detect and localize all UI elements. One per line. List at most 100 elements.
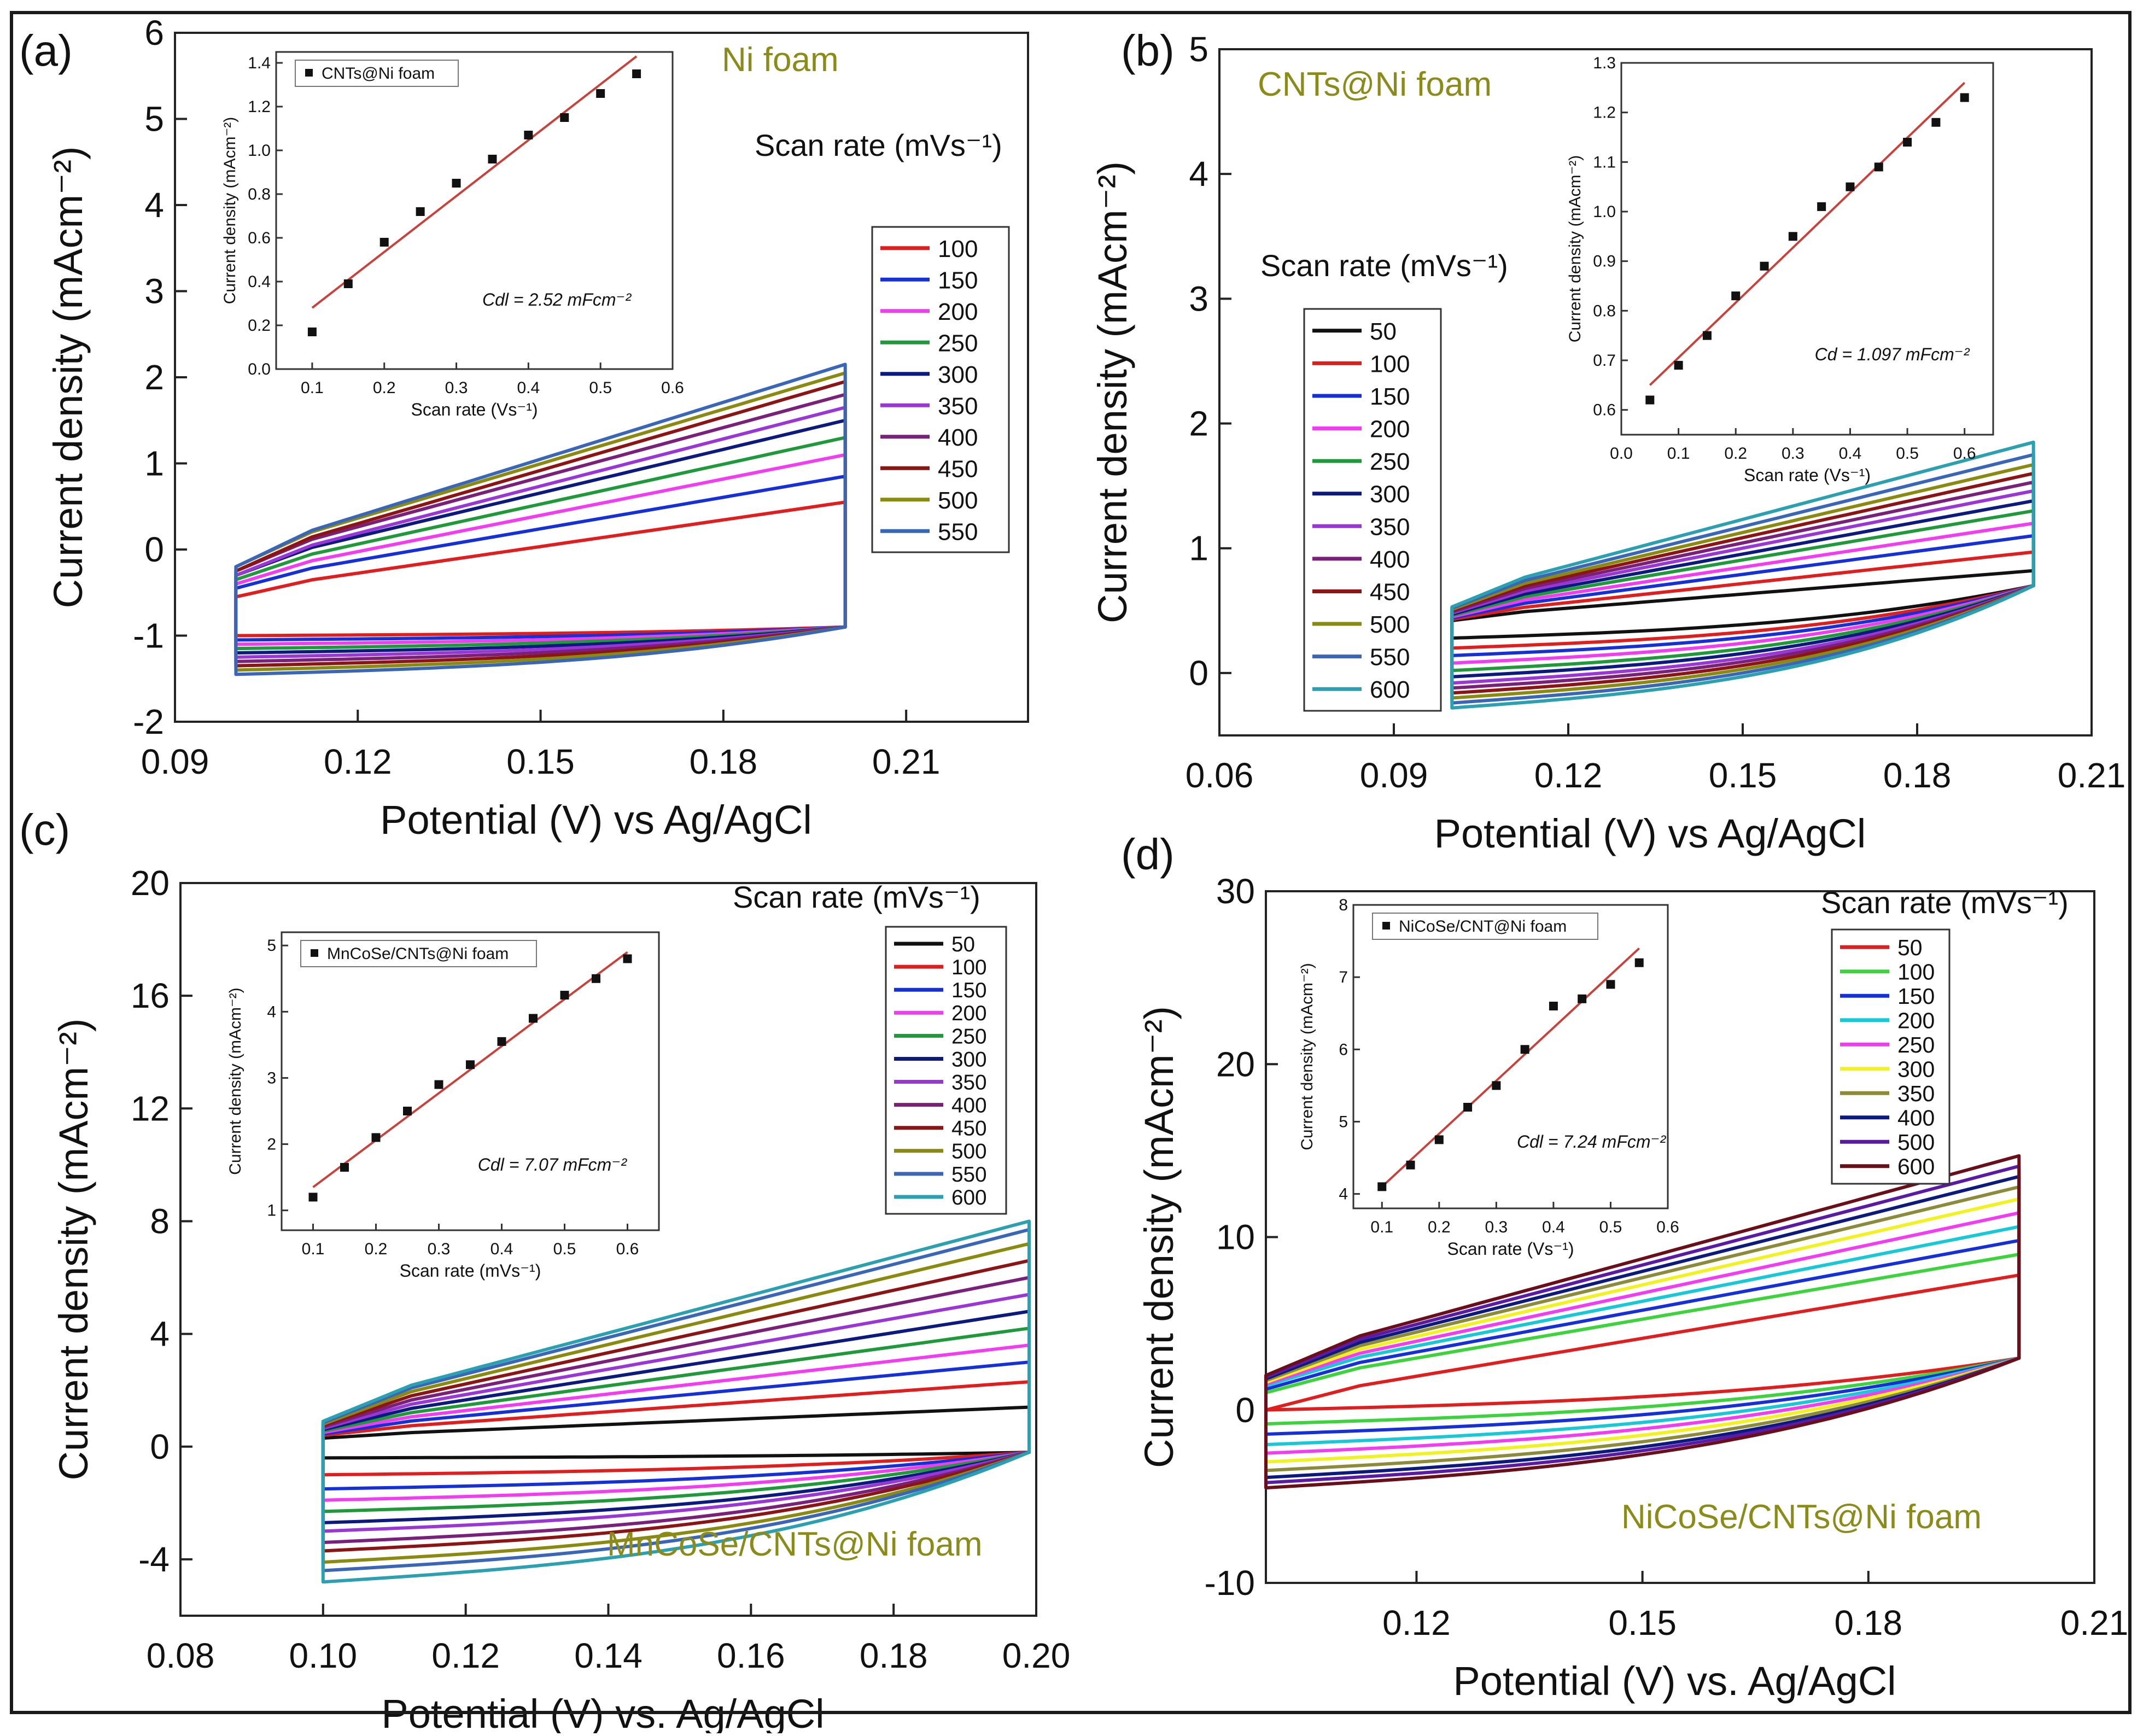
inset-data-point: [524, 131, 533, 139]
inset-y-tick-label: 0.8: [248, 185, 271, 203]
inset-y-tick-label: 4: [1339, 1185, 1348, 1203]
y-tick-label: 4: [150, 1314, 170, 1354]
legend-item-label: 300: [938, 361, 978, 388]
inset-data-point: [623, 954, 632, 963]
y-tick-label: 5: [1189, 30, 1208, 69]
legend-item-label: 200: [951, 1002, 987, 1025]
inset-x-label: Scan rate (Vs⁻¹): [1447, 1239, 1574, 1259]
inset-data-point: [416, 207, 425, 216]
inset-y-tick-label: 0.6: [248, 229, 271, 247]
inset-y-tick-label: 1.2: [248, 98, 271, 116]
cv-curve: [234, 371, 847, 672]
inset-y-tick-label: 5: [267, 937, 276, 955]
inset-data-point: [1645, 395, 1655, 405]
inset-legend-label: NiCoSe/CNT@Ni foam: [1399, 917, 1567, 936]
sample-annotation: Ni foam: [722, 41, 839, 79]
legend-item-label: 550: [938, 518, 978, 545]
y-tick-label: 12: [131, 1089, 170, 1128]
inset-y-tick-label: 8: [1339, 896, 1348, 914]
inset-y-tick-label: 6: [1339, 1041, 1348, 1059]
inset-data-point: [1578, 994, 1587, 1003]
x-tick-label: 0.21: [2058, 756, 2126, 795]
inset-data-point: [1434, 1135, 1444, 1144]
inset-frame: [281, 931, 660, 1231]
legend-item-label: 500: [1370, 611, 1410, 638]
legend-item-label: 350: [938, 393, 978, 419]
inset-y-tick-label: 0.9: [1593, 253, 1616, 271]
inset-y-label: Current density (mAcm⁻²): [1566, 155, 1584, 343]
legend-item-label: 600: [1370, 676, 1410, 703]
inset-data-point: [466, 1060, 475, 1069]
y-tick-label: 1: [144, 444, 164, 483]
inset-x-label: Scan rate (Vs⁻¹): [1744, 465, 1871, 485]
legend-item-label: 50: [1897, 935, 1923, 960]
inset-y-tick-label: 1.2: [1593, 104, 1616, 122]
inset-y-tick-label: 1.4: [248, 54, 271, 72]
x-tick-label: 0.21: [2060, 1603, 2129, 1643]
x-tick-label: 0.08: [147, 1636, 215, 1675]
inset-y-tick-label: 0.4: [248, 273, 271, 291]
y-tick-label: -1: [133, 616, 164, 656]
x-tick-label: 0.18: [860, 1636, 928, 1675]
legend-item-label: 300: [951, 1048, 987, 1071]
inset-x-tick-label: 0.1: [1667, 445, 1690, 463]
inset-data-point: [497, 1037, 506, 1046]
plot-frame: [1218, 48, 2093, 737]
inset-y-tick-label: 7: [1339, 968, 1348, 986]
legend-item-label: 250: [1897, 1032, 1935, 1057]
inset-x-tick-label: 0.2: [1724, 445, 1747, 463]
inset-data-point: [343, 279, 353, 288]
panel-label: (c): [19, 805, 70, 854]
legend-title: Scan rate (mVs⁻¹): [1821, 885, 2069, 920]
inset-y-tick-label: 1.1: [1593, 153, 1616, 171]
x-tick-label: 0.09: [141, 742, 209, 781]
panel-label: (d): [1121, 830, 1175, 879]
legend-item-label: 400: [951, 1094, 987, 1118]
inset-data-point: [1788, 232, 1797, 241]
inset-x-tick-label: 0.3: [428, 1240, 451, 1258]
legend-item-label: 150: [938, 267, 978, 294]
inset-x-tick-label: 0.2: [373, 379, 396, 397]
inset-x-label: Scan rate (mVs⁻¹): [400, 1261, 541, 1281]
y-tick-label: 0: [1235, 1390, 1255, 1430]
panel-label: (b): [1121, 26, 1175, 75]
cv-curve: [234, 500, 847, 638]
inset-data-point: [434, 1080, 443, 1089]
inset-data-point: [596, 89, 605, 98]
inset-data-point: [1634, 958, 1644, 967]
legend-item-label: 600: [951, 1186, 987, 1209]
y-tick-label: -2: [133, 702, 164, 741]
inset-data-point: [1606, 980, 1615, 989]
panel-label: (a): [19, 26, 73, 75]
inset-cdl-label: Cdl = 7.24 mFcm⁻²: [1517, 1132, 1666, 1152]
y-tick-label: 1: [1189, 529, 1208, 568]
y-axis-label: Current density (mAcm⁻²): [1090, 161, 1135, 623]
inset-x-tick-label: 0.3: [1782, 445, 1805, 463]
inset-y-label: Current density (mAcm⁻²): [226, 987, 244, 1175]
x-tick-label: 0.12: [431, 1636, 500, 1675]
y-axis-label: Current density (mAcm⁻²): [51, 1019, 96, 1481]
y-tick-label: 6: [144, 13, 164, 52]
inset-y-tick-label: 3: [267, 1069, 276, 1087]
cv-curve: [1264, 1154, 2021, 1490]
inset-x-tick-label: 0.6: [661, 379, 684, 397]
legend-item-label: 350: [1897, 1081, 1935, 1106]
inset-x-tick-label: 0.1: [302, 1240, 325, 1258]
cv-curve: [321, 1242, 1031, 1564]
y-tick-label: 0: [144, 530, 164, 569]
inset-x-tick-label: 0.2: [365, 1240, 388, 1258]
legend-item-label: 450: [1370, 578, 1410, 605]
inset-x-tick-label: 0.4: [1542, 1218, 1565, 1236]
legend-item-label: 100: [1370, 350, 1410, 377]
inset-legend-box: [300, 940, 537, 967]
x-tick-label: 0.16: [717, 1636, 785, 1675]
y-tick-label: -4: [138, 1540, 170, 1579]
inset-legend-label: CNTs@Ni foam: [322, 65, 435, 83]
x-tick-label: 0.09: [1360, 756, 1428, 795]
x-tick-label: 0.15: [1608, 1603, 1677, 1643]
inset-y-label: Current density (mAcm⁻²): [1298, 963, 1316, 1150]
legend-item-label: 150: [1370, 383, 1410, 410]
inset-y-tick-label: 1.0: [248, 142, 271, 160]
inset-b: 0.0 0.1 0.2 0.3 0.4 0.5 0.6 0.6 0.7 0.8 0.9 1.0 1.1 1…: [1566, 54, 1994, 485]
x-tick-label: 0.18: [690, 742, 758, 781]
